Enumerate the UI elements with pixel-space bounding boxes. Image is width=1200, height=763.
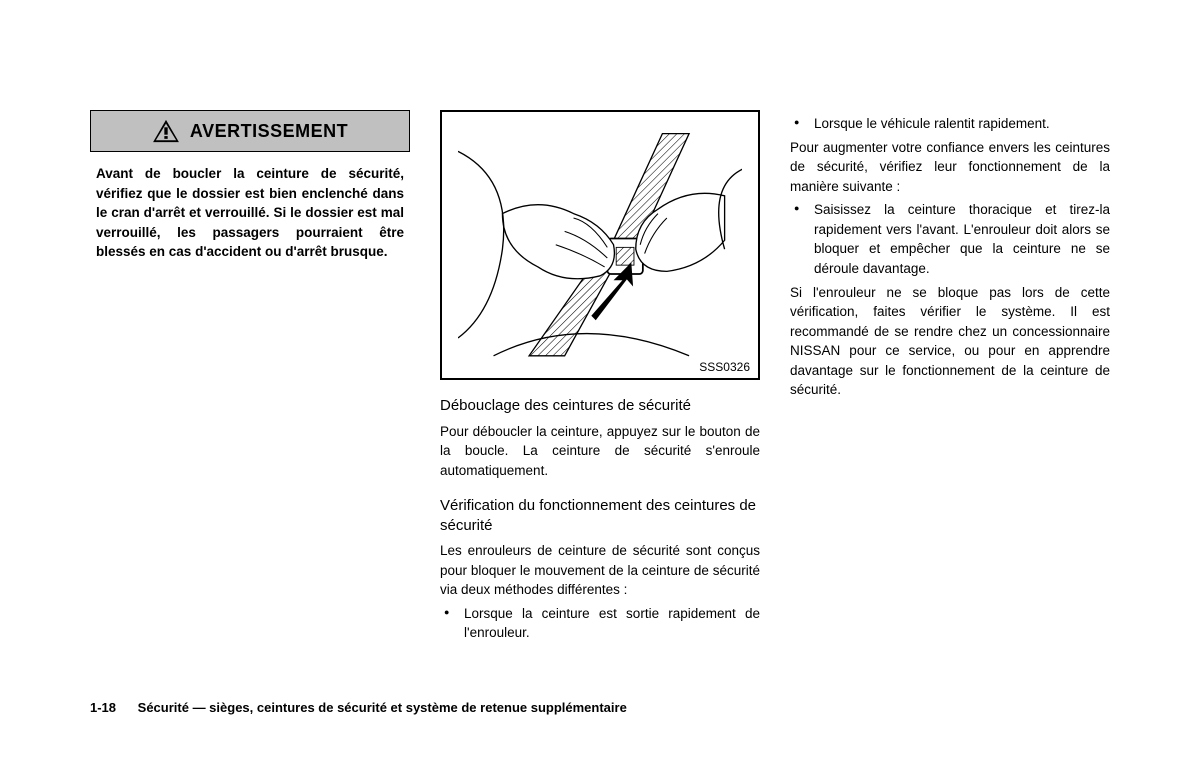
list-item: Saisissez la ceinture thoracique et tire… (790, 200, 1110, 278)
column-right: Lorsque le véhicule ralentit rapidement.… (790, 110, 1110, 647)
heading-check: Vérification du fonctionnement des ceint… (440, 496, 760, 535)
page-number: 1-18 (90, 700, 116, 715)
para-dealer: Si l'enrouleur ne se bloque pas lors de … (790, 283, 1110, 400)
section-title: Sécurité — sièges, ceintures de sécurité… (138, 700, 627, 715)
heading-unbuckling: Débouclage des ceintures de sécurité (440, 396, 760, 416)
seatbelt-figure: SSS0326 (440, 110, 760, 380)
check-methods-list: Lorsque la ceinture est sortie rapidemen… (440, 604, 760, 643)
list-item: Lorsque le véhicule ralentit rapidement. (790, 114, 1110, 134)
column-center: SSS0326 Débouclage des ceintures de sécu… (440, 110, 760, 647)
para-confidence: Pour augmenter votre confiance envers le… (790, 138, 1110, 197)
para-check-intro: Les enrouleurs de ceinture de sécurité s… (440, 541, 760, 600)
warning-body-text: Avant de boucler la ceinture de sécurité… (90, 164, 410, 262)
warning-title: AVERTISSEMENT (190, 121, 348, 142)
check-methods-list-cont: Lorsque le véhicule ralentit rapidement. (790, 114, 1110, 134)
para-unbuckling: Pour déboucler la ceinture, appuyez sur … (440, 422, 760, 481)
page-content: AVERTISSEMENT Avant de boucler la ceintu… (90, 110, 1110, 647)
verification-list: Saisissez la ceinture thoracique et tire… (790, 200, 1110, 278)
warning-triangle-icon (152, 119, 180, 143)
figure-label: SSS0326 (699, 360, 750, 374)
list-item: Lorsque la ceinture est sortie rapidemen… (440, 604, 760, 643)
page-footer: 1-18 Sécurité — sièges, ceintures de séc… (90, 700, 627, 715)
warning-header: AVERTISSEMENT (90, 110, 410, 152)
column-left: AVERTISSEMENT Avant de boucler la ceintu… (90, 110, 410, 647)
seatbelt-illustration-icon (458, 125, 742, 364)
